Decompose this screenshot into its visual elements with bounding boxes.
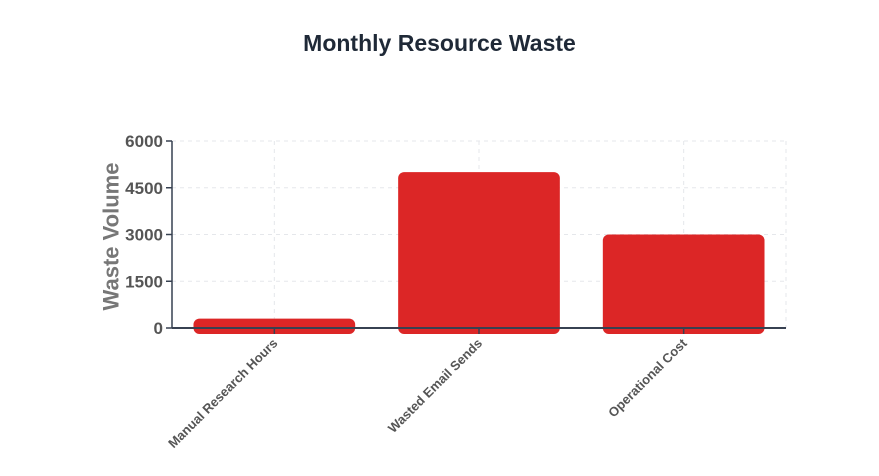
chart-title: Monthly Resource Waste — [303, 30, 576, 56]
bars — [193, 172, 765, 334]
y-tick-label: 4500 — [125, 179, 163, 198]
x-tick-label: Manual Research Hours — [165, 336, 280, 451]
y-tick-label: 3000 — [125, 226, 163, 245]
bar-wasted-email-sends — [398, 172, 560, 334]
x-axis-ticks: Manual Research Hours Wasted Email Sends O… — [165, 328, 690, 451]
y-axis-ticks: 0 1500 3000 4500 6000 — [125, 132, 172, 338]
y-tick-label: 6000 — [125, 132, 163, 151]
x-tick-label: Wasted Email Sends — [385, 336, 485, 436]
y-tick-label: 1500 — [125, 272, 163, 291]
bar-manual-research-hours — [193, 318, 356, 334]
y-axis-label: Waste Volume — [99, 163, 124, 311]
bar-operational-cost — [602, 234, 765, 334]
x-tick-label: Operational Cost — [605, 335, 690, 420]
y-tick-label: 0 — [154, 319, 163, 338]
